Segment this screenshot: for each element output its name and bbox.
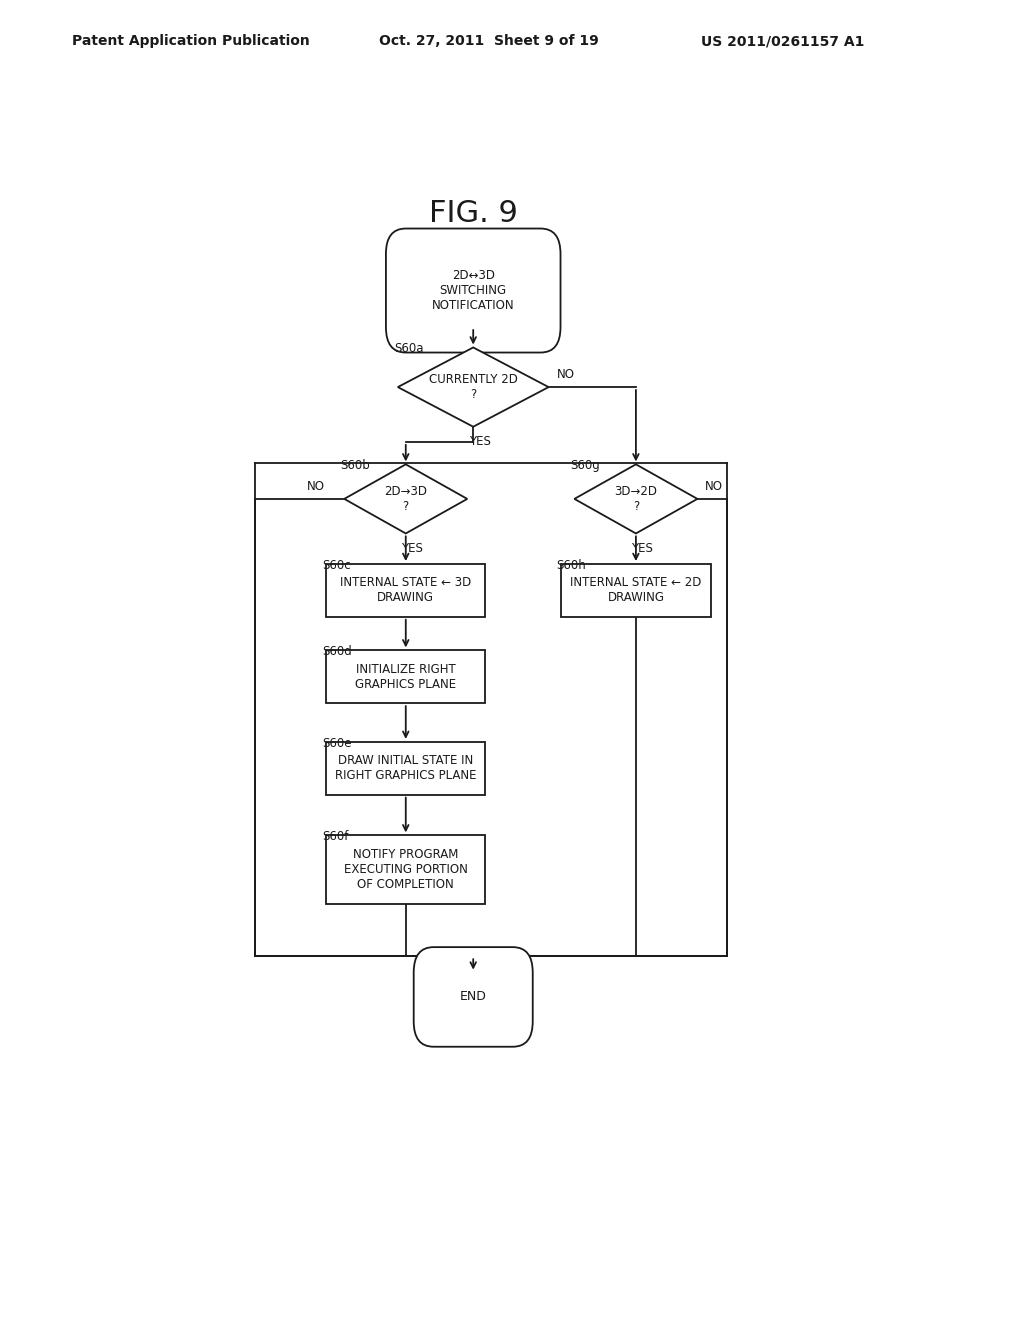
Text: YES: YES [632, 541, 653, 554]
Text: NO: NO [557, 368, 574, 381]
Text: NO: NO [306, 480, 325, 494]
Text: S60c: S60c [323, 558, 351, 572]
Text: DRAW INITIAL STATE IN
RIGHT GRAPHICS PLANE: DRAW INITIAL STATE IN RIGHT GRAPHICS PLA… [335, 754, 476, 783]
Text: 2D→3D
?: 2D→3D ? [384, 484, 427, 513]
FancyBboxPatch shape [386, 228, 560, 352]
Polygon shape [397, 347, 549, 426]
Text: INTERNAL STATE ← 3D
DRAWING: INTERNAL STATE ← 3D DRAWING [340, 577, 471, 605]
Text: S60b: S60b [340, 459, 370, 473]
Text: S60f: S60f [323, 830, 349, 843]
Bar [327, 651, 485, 704]
Text: YES: YES [469, 434, 490, 447]
Text: FIG. 9: FIG. 9 [429, 199, 518, 228]
Bar [560, 564, 712, 616]
Text: S60d: S60d [323, 645, 352, 659]
Text: US 2011/0261157 A1: US 2011/0261157 A1 [701, 34, 865, 49]
Text: INTERNAL STATE ← 2D
DRAWING: INTERNAL STATE ← 2D DRAWING [570, 577, 701, 605]
Bar [327, 836, 485, 904]
Text: S60h: S60h [557, 558, 587, 572]
Text: NOTIFY PROGRAM
EXECUTING PORTION
OF COMPLETION: NOTIFY PROGRAM EXECUTING PORTION OF COMP… [344, 849, 468, 891]
Text: S60a: S60a [394, 342, 423, 355]
Text: YES: YES [401, 541, 423, 554]
Text: Patent Application Publication: Patent Application Publication [72, 34, 309, 49]
Text: END: END [460, 990, 486, 1003]
Polygon shape [344, 465, 467, 533]
Text: INITIALIZE RIGHT
GRAPHICS PLANE: INITIALIZE RIGHT GRAPHICS PLANE [355, 663, 457, 690]
FancyBboxPatch shape [414, 948, 532, 1047]
Polygon shape [574, 465, 697, 533]
Text: NO: NO [706, 480, 723, 494]
Text: Oct. 27, 2011  Sheet 9 of 19: Oct. 27, 2011 Sheet 9 of 19 [379, 34, 599, 49]
Text: 3D→2D
?: 3D→2D ? [614, 484, 657, 513]
Text: 2D↔3D
SWITCHING
NOTIFICATION: 2D↔3D SWITCHING NOTIFICATION [432, 269, 514, 312]
Bar [327, 564, 485, 616]
Text: S60g: S60g [570, 459, 600, 473]
Text: S60e: S60e [323, 737, 352, 750]
Bar [327, 742, 485, 795]
Text: CURRENTLY 2D
?: CURRENTLY 2D ? [429, 374, 518, 401]
